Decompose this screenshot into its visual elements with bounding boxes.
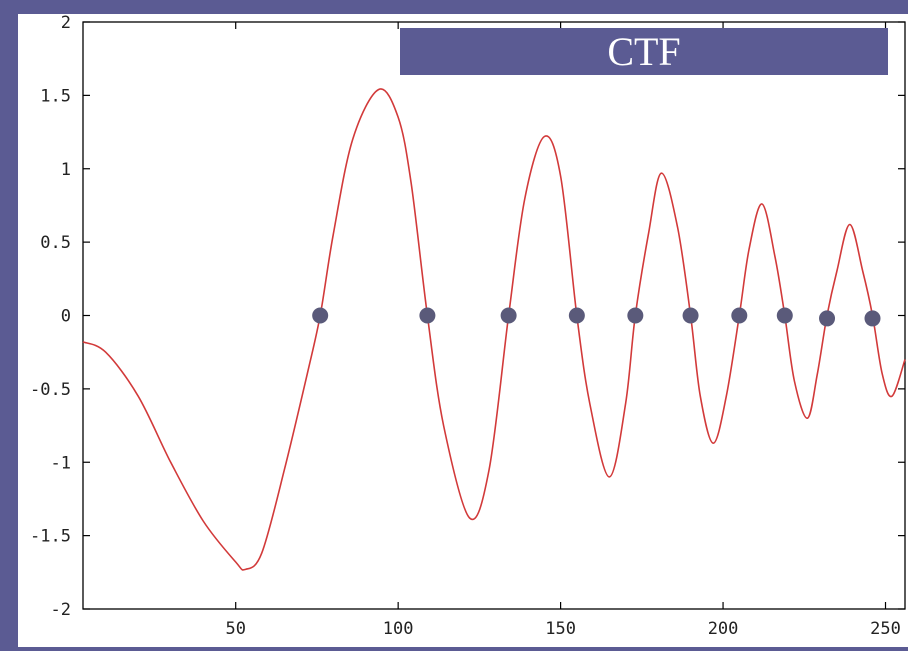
zero-marker-group: [312, 307, 881, 327]
zero-crossing-marker: [500, 307, 517, 324]
zero-crossing-marker: [731, 307, 748, 324]
x-tick-label: 250: [870, 619, 901, 639]
y-tick-label: -2: [51, 600, 71, 620]
y-tick-label: -0.5: [30, 380, 71, 400]
y-tick-label: 1.5: [40, 86, 71, 106]
x-tick-label: 200: [708, 619, 739, 639]
y-tick-label: -1: [51, 453, 71, 473]
zero-crossing-marker: [682, 307, 699, 324]
zero-crossing-marker: [819, 310, 836, 327]
y-tick-label: 1: [61, 160, 71, 180]
zero-crossing-marker: [864, 310, 881, 327]
zero-crossing-marker: [568, 307, 585, 324]
ctf-curve: [82, 88, 906, 571]
y-tick-label: 0: [61, 307, 71, 327]
x-tick-label: 100: [383, 619, 414, 639]
y-tick-label: 0.5: [40, 233, 71, 253]
x-tick-label: 150: [545, 619, 576, 639]
y-tick-label: 2: [61, 13, 71, 33]
plot-background: [18, 14, 908, 647]
chart-title: CTF: [400, 28, 888, 75]
zero-crossing-marker: [419, 307, 436, 324]
zero-crossing-marker: [776, 307, 793, 324]
x-tick-label: 50: [225, 619, 245, 639]
series-group: [82, 88, 906, 571]
y-tick-label: -1.5: [30, 527, 71, 547]
zero-crossing-marker: [627, 307, 644, 324]
tick-group: 50 100 150 200 250 2 1.5 1 0.5 0 -0.5 -1 -1.5 -2: [30, 13, 905, 639]
zero-crossing-marker: [312, 307, 329, 324]
